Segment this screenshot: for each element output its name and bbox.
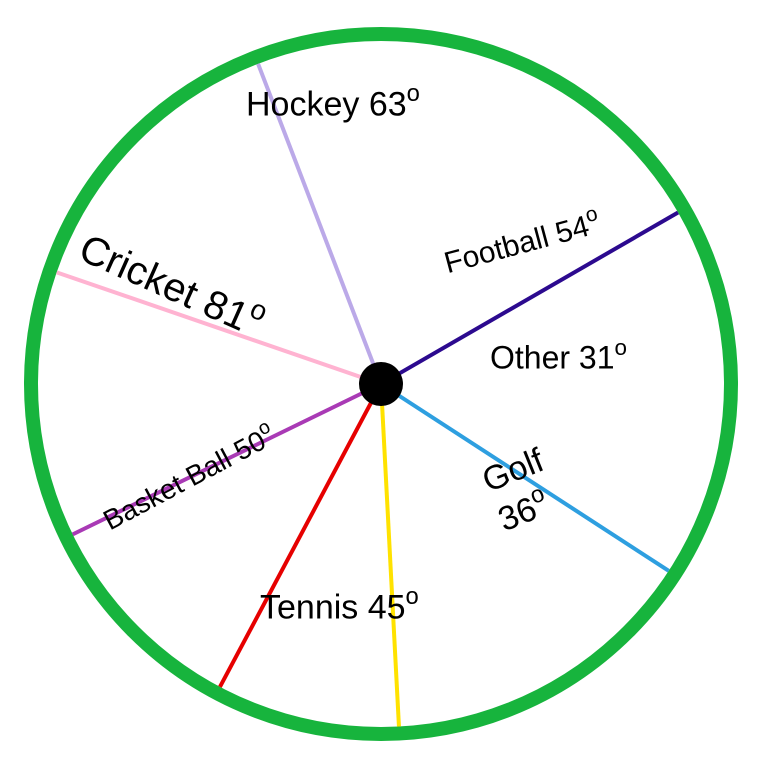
- pie-chart: Hockey 63oFootball 54oOther 31oGolf36oTe…: [0, 0, 762, 768]
- label-other: Other 31o: [490, 337, 627, 377]
- center-dot: [359, 362, 403, 406]
- label-hockey: Hockey 63o: [246, 82, 420, 124]
- label-tennis: Tennis 45o: [260, 585, 419, 627]
